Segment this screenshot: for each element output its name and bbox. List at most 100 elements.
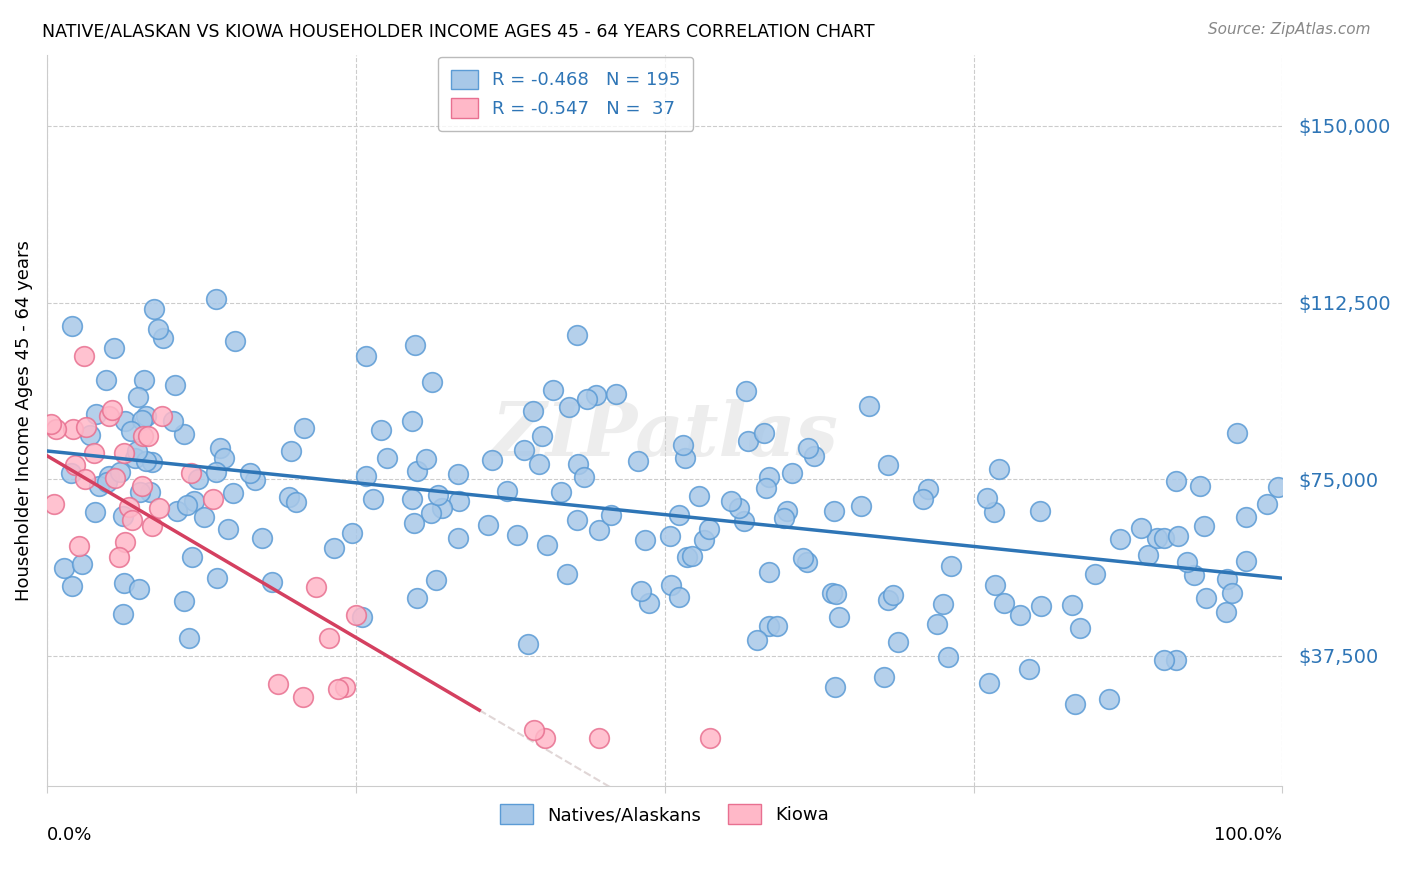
Point — [699, 731, 721, 746]
Point — [425, 573, 447, 587]
Point — [634, 533, 657, 548]
Point — [1267, 480, 1289, 494]
Point — [1234, 510, 1257, 524]
Point — [292, 421, 315, 435]
Point — [75, 420, 97, 434]
Point — [318, 631, 340, 645]
Point — [1182, 567, 1205, 582]
Point — [83, 446, 105, 460]
Point — [150, 409, 173, 424]
Point — [681, 549, 703, 564]
Point — [128, 582, 150, 597]
Point — [565, 513, 588, 527]
Point — [638, 596, 661, 610]
Point — [176, 498, 198, 512]
Point — [755, 481, 778, 495]
Point — [693, 533, 716, 547]
Point — [728, 500, 751, 515]
Point — [1153, 531, 1175, 545]
Point — [193, 510, 215, 524]
Point — [576, 392, 599, 406]
Point — [1236, 554, 1258, 568]
Point — [531, 429, 554, 443]
Point — [405, 464, 427, 478]
Point — [737, 434, 759, 448]
Point — [112, 508, 135, 523]
Point — [585, 387, 607, 401]
Point — [127, 444, 149, 458]
Point — [94, 373, 117, 387]
Point — [887, 635, 910, 649]
Point — [932, 597, 955, 611]
Text: NATIVE/ALASKAN VS KIOWA HOUSEHOLDER INCOME AGES 45 - 64 YEARS CORRELATION CHART: NATIVE/ALASKAN VS KIOWA HOUSEHOLDER INCO… — [42, 22, 875, 40]
Point — [131, 413, 153, 427]
Point — [205, 292, 228, 306]
Point — [477, 518, 499, 533]
Point — [322, 541, 344, 555]
Point — [166, 504, 188, 518]
Point — [797, 441, 820, 455]
Point — [124, 450, 146, 465]
Point — [60, 579, 83, 593]
Point — [136, 429, 159, 443]
Point — [62, 319, 84, 334]
Point — [354, 468, 377, 483]
Point — [675, 549, 697, 564]
Point — [404, 337, 426, 351]
Point — [375, 450, 398, 465]
Point — [402, 516, 425, 531]
Point — [588, 524, 610, 538]
Point — [917, 482, 939, 496]
Point — [882, 588, 904, 602]
Point — [239, 466, 262, 480]
Point — [361, 491, 384, 506]
Point — [148, 501, 170, 516]
Point — [173, 427, 195, 442]
Point — [605, 387, 627, 401]
Point — [858, 400, 880, 414]
Text: Source: ZipAtlas.com: Source: ZipAtlas.com — [1208, 22, 1371, 37]
Point — [59, 466, 82, 480]
Point — [565, 328, 588, 343]
Point — [112, 445, 135, 459]
Point — [668, 508, 690, 522]
Point — [780, 466, 803, 480]
Point — [432, 500, 454, 515]
Point — [291, 690, 314, 705]
Point — [988, 462, 1011, 476]
Point — [821, 586, 844, 600]
Point — [1018, 663, 1040, 677]
Point — [180, 467, 202, 481]
Point — [41, 417, 63, 431]
Point — [73, 472, 96, 486]
Point — [533, 731, 555, 746]
Point — [305, 580, 328, 594]
Point — [697, 522, 720, 536]
Point — [406, 591, 429, 605]
Text: ZIPatlas: ZIPatlas — [491, 399, 838, 471]
Point — [659, 578, 682, 592]
Point — [506, 528, 529, 542]
Point — [792, 551, 814, 566]
Point — [550, 485, 572, 500]
Point — [139, 485, 162, 500]
Point — [284, 495, 307, 509]
Point — [567, 458, 589, 472]
Point — [97, 409, 120, 423]
Point — [52, 561, 75, 575]
Point — [114, 534, 136, 549]
Point — [401, 491, 423, 506]
Point — [333, 680, 356, 694]
Point — [250, 531, 273, 545]
Point — [163, 378, 186, 392]
Point — [141, 519, 163, 533]
Point — [67, 539, 90, 553]
Point — [1192, 519, 1215, 533]
Point — [1109, 532, 1132, 546]
Point — [187, 473, 209, 487]
Point — [1130, 521, 1153, 535]
Point — [352, 610, 374, 624]
Point — [422, 376, 444, 390]
Point — [134, 373, 156, 387]
Point — [129, 485, 152, 500]
